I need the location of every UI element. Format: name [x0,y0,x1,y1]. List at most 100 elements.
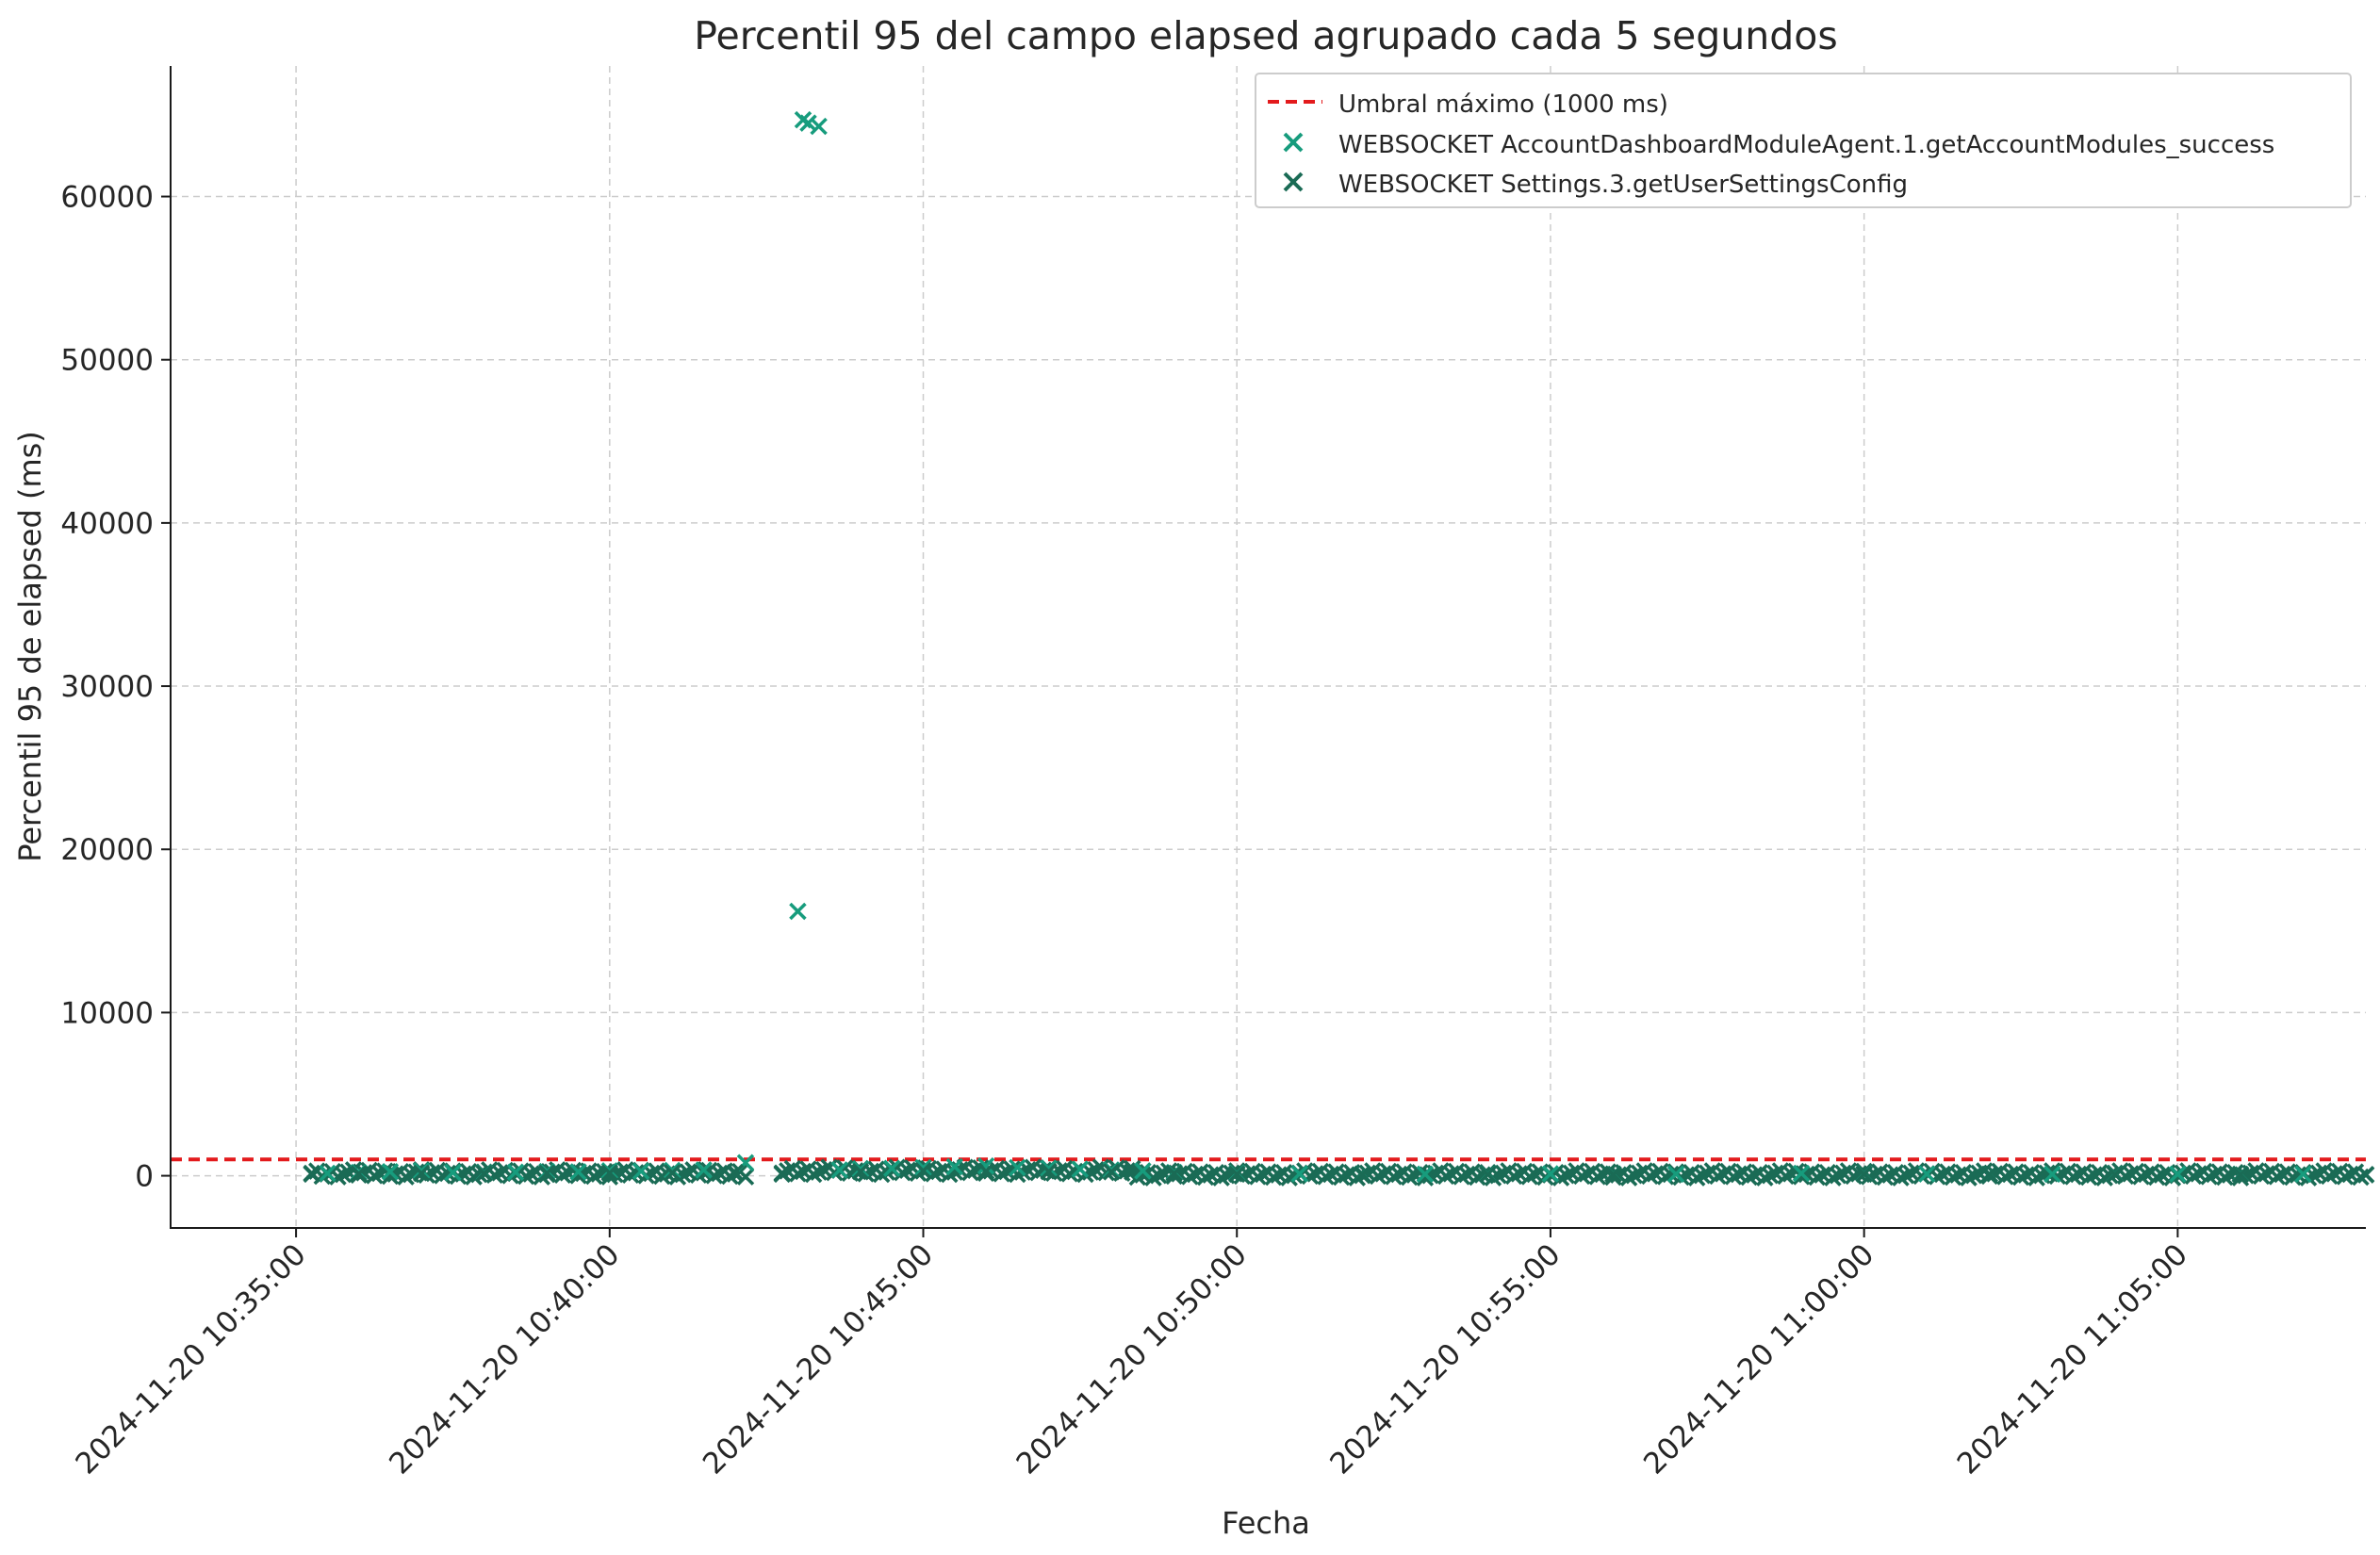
series-2-marker [1740,1168,1758,1187]
series-2-marker [1693,1166,1711,1185]
series-1-point [2044,1165,2061,1184]
series-2-marker [1619,1169,1638,1187]
series-2-marker [814,1160,833,1179]
y-tick-label: 50000 [60,344,154,378]
series-1-point [381,1163,400,1181]
series-2-marker [1165,1167,1183,1186]
legend-series-1-label: WEBSOCKET AccountDashboardModuleAgent.1.… [1338,131,2274,159]
series-2-marker [1892,1169,1910,1187]
series-2-marker [1557,1166,1575,1185]
series-2-marker [1896,1166,1915,1185]
series-2-marker [465,1168,483,1186]
series-2-marker [2122,1165,2140,1183]
series-2-marker [2268,1168,2286,1186]
series-2-marker [1306,1165,1324,1183]
series-2-marker [2147,1168,2166,1187]
series-2-point [1479,1165,1497,1184]
series-2-marker [600,1168,619,1186]
series-2-marker [1714,1165,1732,1183]
series-2-marker [1572,1167,1591,1186]
series-2-marker [1745,1166,1764,1184]
series-2-marker [334,1165,353,1184]
series-2-marker [2237,1166,2255,1185]
series-2-marker [925,1165,943,1183]
series-2-marker [397,1168,415,1186]
series-2-marker [2001,1165,2020,1184]
series-2-marker [354,1164,373,1182]
series-2-point [2356,1165,2375,1184]
series-1-point [1134,1162,1152,1180]
y-tick-label: 30000 [60,670,154,704]
series-2-marker [569,1167,587,1185]
legend-box [1255,73,2352,208]
series-2-marker [1766,1164,1784,1183]
series-2-marker [1609,1166,1628,1184]
series-2-marker [2048,1167,2067,1186]
series-2-point [1227,1165,1246,1184]
series-1-point [412,1162,431,1180]
series-2-marker [2174,1164,2192,1183]
series-2-point [1102,1163,1121,1181]
series-2-marker [2011,1168,2030,1187]
series-2-marker [574,1164,593,1183]
series-2-marker [1960,1169,1978,1187]
chart-title: Percentil 95 del campo elapsed agrupado … [694,13,1837,58]
series-2-marker [1604,1168,1622,1187]
series-2-marker [1453,1168,1470,1186]
series-2-marker [2079,1168,2098,1187]
series-2-marker [621,1166,640,1185]
series-2-marker [1270,1166,1288,1184]
series-1-point [789,902,807,921]
series-2-marker [1849,1165,1868,1183]
series-2-marker [2252,1167,2271,1186]
series-2-marker [1562,1164,1581,1183]
series-2-marker [1212,1169,1230,1187]
legend-series-2-marker [1283,172,1304,192]
series-2-marker [1777,1167,1795,1186]
series-2-marker [1369,1167,1387,1186]
series-2-marker [627,1164,645,1182]
series-2-marker [1814,1166,1831,1184]
series-2-marker [1170,1165,1189,1183]
y-ticks: 0 10000 20000 30000 40000 50000 60000 [60,181,171,1194]
series-2-marker [1066,1162,1084,1181]
series-2-marker [2153,1166,2171,1184]
y-tick-label: 20000 [60,833,154,867]
series-2-marker [1385,1168,1403,1186]
series-2-marker [2205,1165,2224,1184]
series-2-marker [1060,1165,1079,1183]
y-tick-label: 40000 [60,507,154,541]
series-2-marker [1321,1165,1340,1184]
series-2-point [1354,1165,1371,1184]
series-2-marker [1829,1166,1847,1185]
series-2-point [412,1164,431,1183]
series-2-marker [2284,1168,2302,1187]
series-1-point [1416,1165,1435,1184]
series-2-marker [2289,1166,2307,1184]
series-2-dense-markers [303,1158,2375,1187]
series-1-point [1541,1165,1560,1183]
series-2-point [1730,1165,1748,1184]
series-2-marker [705,1167,723,1185]
series-2-marker [2325,1165,2343,1183]
series-2-point [977,1162,995,1180]
series-2-marker [1881,1166,1899,1184]
series-2-marker [789,1165,807,1183]
series-2-marker [1009,1165,1026,1184]
series-2-point [2106,1165,2125,1184]
series-2-marker [1285,1166,1304,1185]
series-1-point [977,1156,995,1175]
series-2-marker [2064,1168,2082,1186]
series-2-marker [1578,1165,1596,1183]
series-2-marker [1081,1163,1100,1181]
series-1-point [1071,1160,1090,1178]
series-2-marker [2101,1166,2119,1185]
series-2-point [1604,1165,1622,1184]
series-2-marker [1400,1168,1419,1187]
series-1-point [945,1157,964,1176]
legend-series-2-label: WEBSOCKET Settings.3.getUserSettingsConf… [1338,171,1908,199]
series-2-marker [2095,1169,2113,1187]
series-2-marker [2184,1167,2203,1186]
